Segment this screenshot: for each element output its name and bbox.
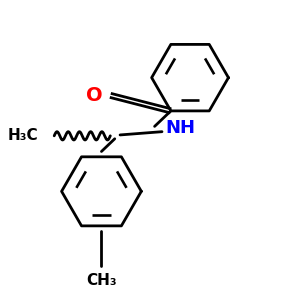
- Text: NH: NH: [165, 119, 195, 137]
- Text: O: O: [86, 86, 103, 105]
- Text: CH₃: CH₃: [86, 272, 117, 287]
- Text: H₃C: H₃C: [7, 128, 38, 143]
